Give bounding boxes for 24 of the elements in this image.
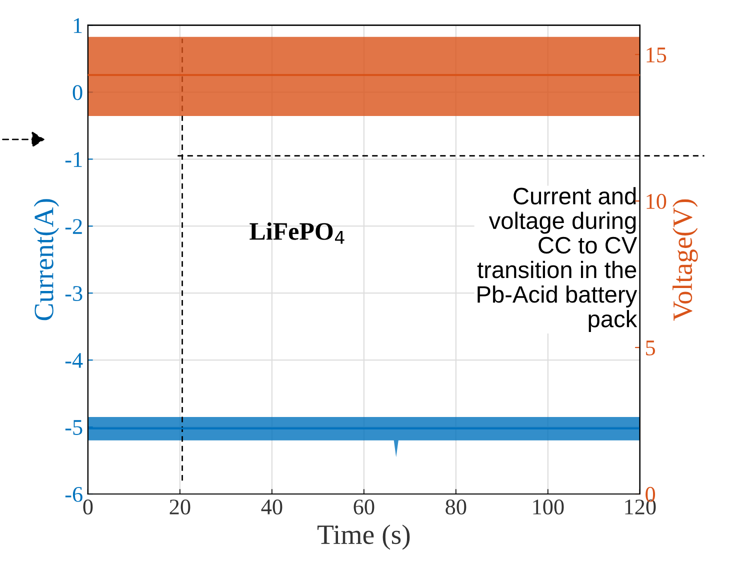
y2-tick-label: 10	[646, 194, 666, 209]
annotation: Current and voltage during CC to CV transition in the Pb-Acid battery pack	[477, 187, 638, 332]
y-tick-label: 1	[74, 18, 82, 33]
y2-axis-title: Voltage(V)	[672, 199, 698, 321]
y2-tick-label: 0	[646, 486, 656, 502]
y-tick-label: -2	[65, 219, 82, 234]
x-tick-label: 120	[625, 500, 656, 514]
x-tick-label: 80	[446, 500, 466, 514]
y-tick-label: -1	[65, 152, 82, 167]
y-axis-title: Current(A)	[34, 199, 60, 320]
x-tick-label: 20	[170, 500, 190, 514]
y2-tick-label: 15	[646, 48, 666, 62]
y-tick-label: -5	[65, 420, 82, 435]
y-tick-label: -6	[65, 486, 82, 502]
x-tick-label: 40	[261, 500, 282, 514]
y2-tick-label: 5	[646, 340, 656, 356]
x-tick-label: 100	[533, 500, 564, 514]
annotation: LiFePO$_{4}$	[250, 222, 344, 244]
y-tick-label: -4	[65, 353, 83, 368]
x-axis-title: Time (s)	[317, 524, 410, 550]
x-tick-label: 0	[83, 500, 93, 514]
y-tick-label: 0	[72, 85, 82, 100]
y-tick-label: -3	[65, 286, 82, 302]
x-tick-label: 60	[354, 500, 374, 514]
